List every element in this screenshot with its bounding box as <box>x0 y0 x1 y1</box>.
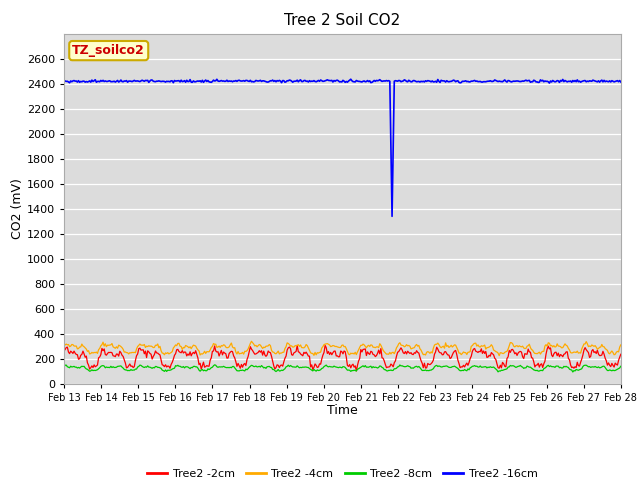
Tree2 -4cm <box>617 342 625 348</box>
Line: Tree2 -4cm: Tree2 -4cm <box>64 341 621 356</box>
Tree2 -4cm <box>329 343 337 348</box>
Tree2 -2cm <box>606 362 614 368</box>
Tree2 -8cm <box>569 369 577 375</box>
Line: Tree2 -16cm: Tree2 -16cm <box>64 79 621 216</box>
X-axis label: Time: Time <box>327 405 358 418</box>
Tree2 -2cm <box>329 350 337 356</box>
Tree2 -8cm <box>393 365 401 371</box>
Legend: Tree2 -2cm, Tree2 -4cm, Tree2 -8cm, Tree2 -16cm: Tree2 -2cm, Tree2 -4cm, Tree2 -8cm, Tree… <box>143 465 542 480</box>
Tree2 -2cm <box>60 348 68 354</box>
Tree2 -8cm <box>211 362 218 368</box>
Line: Tree2 -2cm: Tree2 -2cm <box>64 346 621 371</box>
Tree2 -16cm <box>324 78 332 84</box>
Tree2 -4cm <box>495 353 503 359</box>
Tree2 -8cm <box>60 364 68 370</box>
Tree2 -8cm <box>326 363 333 369</box>
Tree2 -16cm <box>362 79 370 84</box>
Tree2 -8cm <box>329 364 337 370</box>
Tree2 -4cm <box>60 342 68 348</box>
Tree2 -16cm <box>519 78 527 84</box>
Tree2 -16cm <box>60 78 68 84</box>
Title: Tree 2 Soil CO2: Tree 2 Soil CO2 <box>284 13 401 28</box>
Tree2 -16cm <box>394 78 401 84</box>
Tree2 -8cm <box>617 363 625 369</box>
Tree2 -16cm <box>347 76 355 82</box>
Tree2 -2cm <box>519 354 527 360</box>
Line: Tree2 -8cm: Tree2 -8cm <box>64 365 621 372</box>
Y-axis label: CO2 (mV): CO2 (mV) <box>11 179 24 239</box>
Tree2 -4cm <box>362 345 370 351</box>
Tree2 -8cm <box>362 364 370 370</box>
Tree2 -2cm <box>353 368 360 374</box>
Tree2 -16cm <box>606 78 614 84</box>
Tree2 -4cm <box>519 343 527 349</box>
Tree2 -2cm <box>321 343 329 348</box>
Tree2 -4cm <box>606 351 614 357</box>
Tree2 -2cm <box>364 349 371 355</box>
Tree2 -8cm <box>518 364 525 370</box>
Tree2 -2cm <box>394 349 401 355</box>
Tree2 -16cm <box>388 214 396 219</box>
Tree2 -2cm <box>617 351 625 357</box>
Tree2 -16cm <box>328 78 335 84</box>
Tree2 -16cm <box>617 79 625 85</box>
Tree2 -4cm <box>393 345 401 350</box>
Text: TZ_soilco2: TZ_soilco2 <box>72 44 145 57</box>
Tree2 -8cm <box>606 367 614 373</box>
Tree2 -2cm <box>326 352 333 358</box>
Tree2 -4cm <box>248 338 255 344</box>
Tree2 -4cm <box>326 342 333 348</box>
